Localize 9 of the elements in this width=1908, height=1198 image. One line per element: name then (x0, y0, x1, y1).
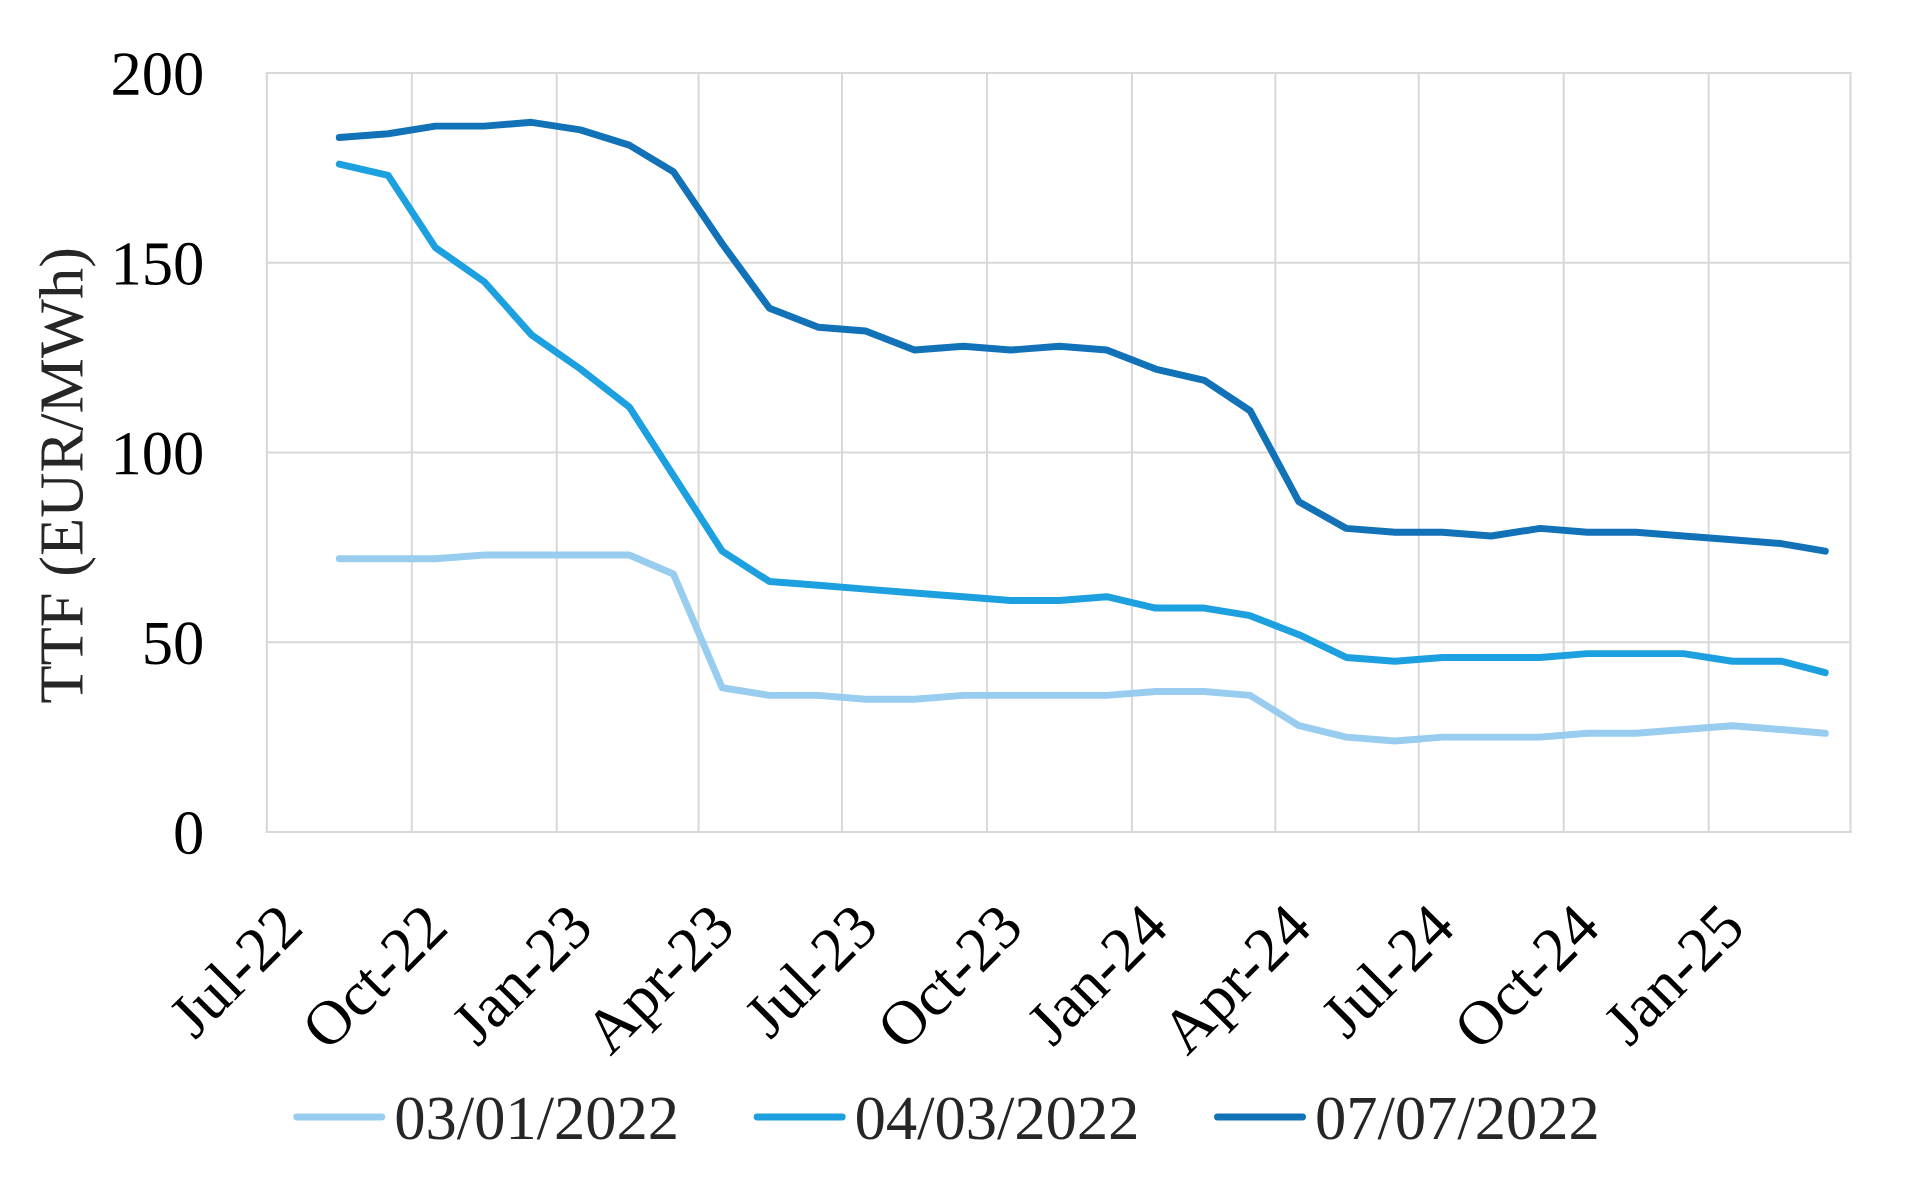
y-tick-label: 50 (145, 622, 202, 665)
y-tick-label: 0 (175, 812, 202, 855)
y-tick-label: 200 (113, 53, 202, 96)
legend-label: 07/07/2022 (1317, 1097, 1597, 1140)
legend-label: 04/03/2022 (857, 1097, 1136, 1140)
legend-label: 03/01/2022 (396, 1097, 676, 1140)
y-tick-label: 100 (116, 432, 202, 475)
y-axis-title: TTF (EUR/MWh) (39, 249, 96, 703)
y-tick-label: 150 (116, 242, 202, 286)
